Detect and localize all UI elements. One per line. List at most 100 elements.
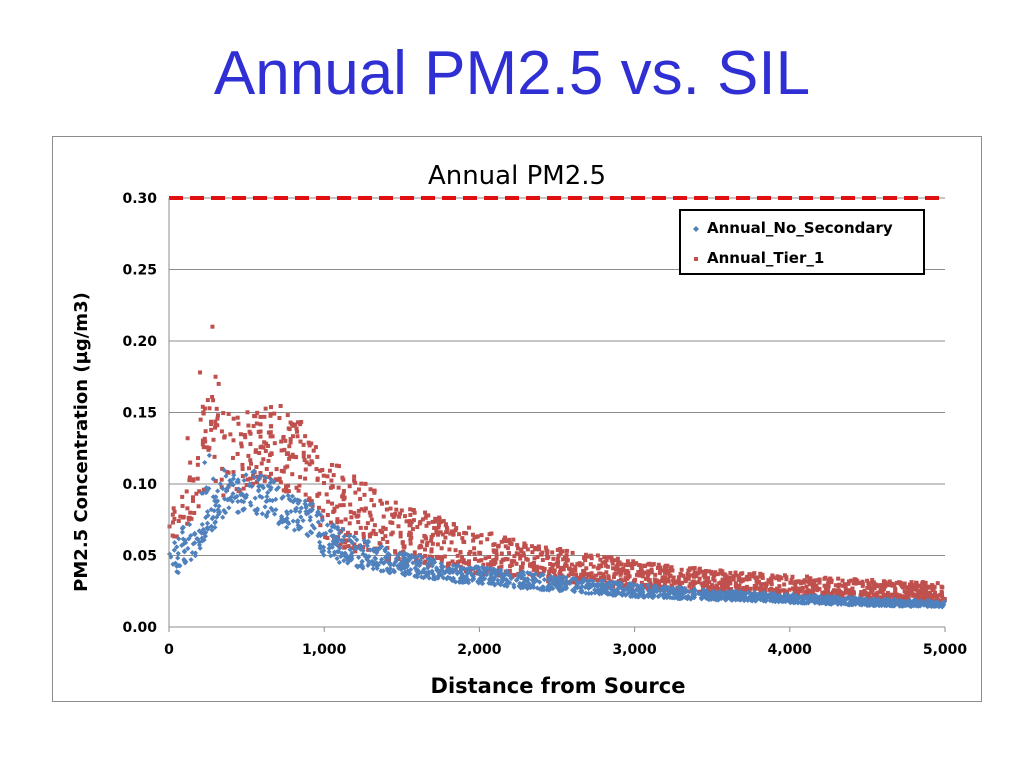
data-point-Annual_Tier_1 xyxy=(772,588,777,593)
data-point-Annual_No_Secondary xyxy=(309,522,315,529)
data-point-Annual_No_Secondary xyxy=(463,566,469,572)
data-point-Annual_Tier_1 xyxy=(842,582,847,587)
data-point-Annual_Tier_1 xyxy=(678,571,683,576)
data-point-Annual_Tier_1 xyxy=(686,576,691,581)
data-point-Annual_Tier_1 xyxy=(920,580,925,585)
data-point-Annual_Tier_1 xyxy=(826,578,831,583)
data-point-Annual_Tier_1 xyxy=(347,484,352,489)
data-point-Annual_Tier_1 xyxy=(880,595,885,600)
scatter-chart: 0.000.050.100.150.200.250.300 1,000 2,000 3… xyxy=(71,161,967,698)
data-point-Annual_Tier_1 xyxy=(625,568,630,573)
data-point-Annual_No_Secondary xyxy=(204,520,211,526)
data-point-Annual_No_Secondary xyxy=(284,524,290,530)
data-point-Annual_No_Secondary xyxy=(212,520,218,526)
data-point-Annual_Tier_1 xyxy=(248,476,253,481)
data-point-Annual_Tier_1 xyxy=(487,532,492,537)
data-point-Annual_Tier_1 xyxy=(512,559,517,564)
data-point-Annual_No_Secondary xyxy=(684,588,690,594)
data-point-Annual_Tier_1 xyxy=(439,546,444,551)
data-point-Annual_No_Secondary xyxy=(478,569,484,575)
data-point-Annual_Tier_1 xyxy=(530,550,535,555)
data-point-Annual_No_Secondary xyxy=(252,507,258,513)
data-point-Annual_No_Secondary xyxy=(382,548,388,554)
data-point-Annual_Tier_1 xyxy=(240,466,245,471)
data-point-Annual_No_Secondary xyxy=(730,596,736,602)
data-point-Annual_No_Secondary xyxy=(374,565,380,572)
data-point-Annual_No_Secondary xyxy=(572,576,578,582)
data-point-Annual_No_Secondary xyxy=(553,576,559,583)
data-point-Annual_Tier_1 xyxy=(718,580,723,585)
data-point-Annual_No_Secondary xyxy=(228,494,234,500)
data-point-Annual_Tier_1 xyxy=(451,532,456,537)
data-point-Annual_Tier_1 xyxy=(922,593,927,598)
data-point-Annual_Tier_1 xyxy=(447,561,452,566)
data-point-Annual_Tier_1 xyxy=(200,442,205,447)
data-point-Annual_Tier_1 xyxy=(679,567,684,572)
data-point-Annual_Tier_1 xyxy=(543,545,548,550)
data-point-Annual_No_Secondary xyxy=(341,558,347,564)
data-point-Annual_Tier_1 xyxy=(582,555,587,560)
data-point-Annual_No_Secondary xyxy=(581,578,587,585)
data-point-Annual_No_Secondary xyxy=(725,589,731,595)
data-point-Annual_Tier_1 xyxy=(437,530,442,535)
data-point-Annual_Tier_1 xyxy=(475,534,480,539)
data-point-Annual_Tier_1 xyxy=(577,561,582,566)
data-point-Annual_Tier_1 xyxy=(176,518,181,523)
data-point-Annual_No_Secondary xyxy=(818,593,824,599)
data-point-Annual_No_Secondary xyxy=(455,562,461,568)
data-point-Annual_Tier_1 xyxy=(849,578,854,583)
data-point-Annual_No_Secondary xyxy=(904,601,910,607)
data-point-Annual_No_Secondary xyxy=(225,496,231,503)
data-point-Annual_No_Secondary xyxy=(426,575,432,581)
data-point-Annual_Tier_1 xyxy=(788,580,793,585)
data-point-Annual_Tier_1 xyxy=(473,570,478,575)
data-point-Annual_Tier_1 xyxy=(236,421,241,426)
data-point-Annual_No_Secondary xyxy=(317,512,324,518)
data-point-Annual_Tier_1 xyxy=(601,572,606,577)
data-point-Annual_Tier_1 xyxy=(323,535,328,540)
data-point-Annual_No_Secondary xyxy=(675,594,682,600)
data-point-Annual_Tier_1 xyxy=(230,455,235,460)
data-point-Annual_Tier_1 xyxy=(352,511,357,516)
data-point-Annual_Tier_1 xyxy=(426,521,431,526)
data-point-Annual_Tier_1 xyxy=(610,561,615,566)
data-point-Annual_Tier_1 xyxy=(369,498,374,503)
data-point-Annual_No_Secondary xyxy=(257,493,263,499)
data-point-Annual_Tier_1 xyxy=(777,584,782,589)
data-point-Annual_No_Secondary xyxy=(774,595,780,601)
data-point-Annual_No_Secondary xyxy=(712,591,718,597)
data-point-Annual_Tier_1 xyxy=(657,579,662,584)
data-point-Annual_Tier_1 xyxy=(530,561,535,566)
data-point-Annual_Tier_1 xyxy=(285,413,290,418)
data-point-Annual_Tier_1 xyxy=(266,458,271,463)
data-point-Annual_No_Secondary xyxy=(661,595,667,601)
data-point-Annual_No_Secondary xyxy=(533,577,540,584)
data-point-Annual_Tier_1 xyxy=(648,582,653,587)
data-point-Annual_No_Secondary xyxy=(540,572,546,578)
data-point-Annual_No_Secondary xyxy=(460,577,466,583)
data-point-Annual_No_Secondary xyxy=(534,585,540,591)
data-point-Annual_No_Secondary xyxy=(298,514,304,520)
data-point-Annual_Tier_1 xyxy=(846,579,851,584)
data-point-Annual_No_Secondary xyxy=(777,595,783,601)
data-point-Annual_Tier_1 xyxy=(609,558,614,563)
data-point-Annual_Tier_1 xyxy=(664,577,669,582)
data-point-Annual_No_Secondary xyxy=(791,596,797,602)
data-point-Annual_Tier_1 xyxy=(939,584,944,589)
data-point-Annual_Tier_1 xyxy=(372,488,377,493)
data-point-Annual_Tier_1 xyxy=(220,466,225,471)
data-point-Annual_Tier_1 xyxy=(353,480,358,485)
data-point-Annual_Tier_1 xyxy=(939,589,944,594)
data-point-Annual_Tier_1 xyxy=(339,519,344,524)
data-point-Annual_No_Secondary xyxy=(221,467,227,473)
data-point-Annual_No_Secondary xyxy=(204,509,211,515)
data-point-Annual_Tier_1 xyxy=(710,583,715,588)
data-point-Annual_Tier_1 xyxy=(390,530,395,535)
data-point-Annual_Tier_1 xyxy=(467,551,472,556)
data-point-Annual_Tier_1 xyxy=(583,558,588,563)
data-point-Annual_No_Secondary xyxy=(790,598,796,604)
data-point-Annual_Tier_1 xyxy=(320,515,325,520)
data-point-Annual_Tier_1 xyxy=(391,514,396,519)
data-point-Annual_No_Secondary xyxy=(360,547,366,554)
data-point-Annual_No_Secondary xyxy=(609,582,615,588)
